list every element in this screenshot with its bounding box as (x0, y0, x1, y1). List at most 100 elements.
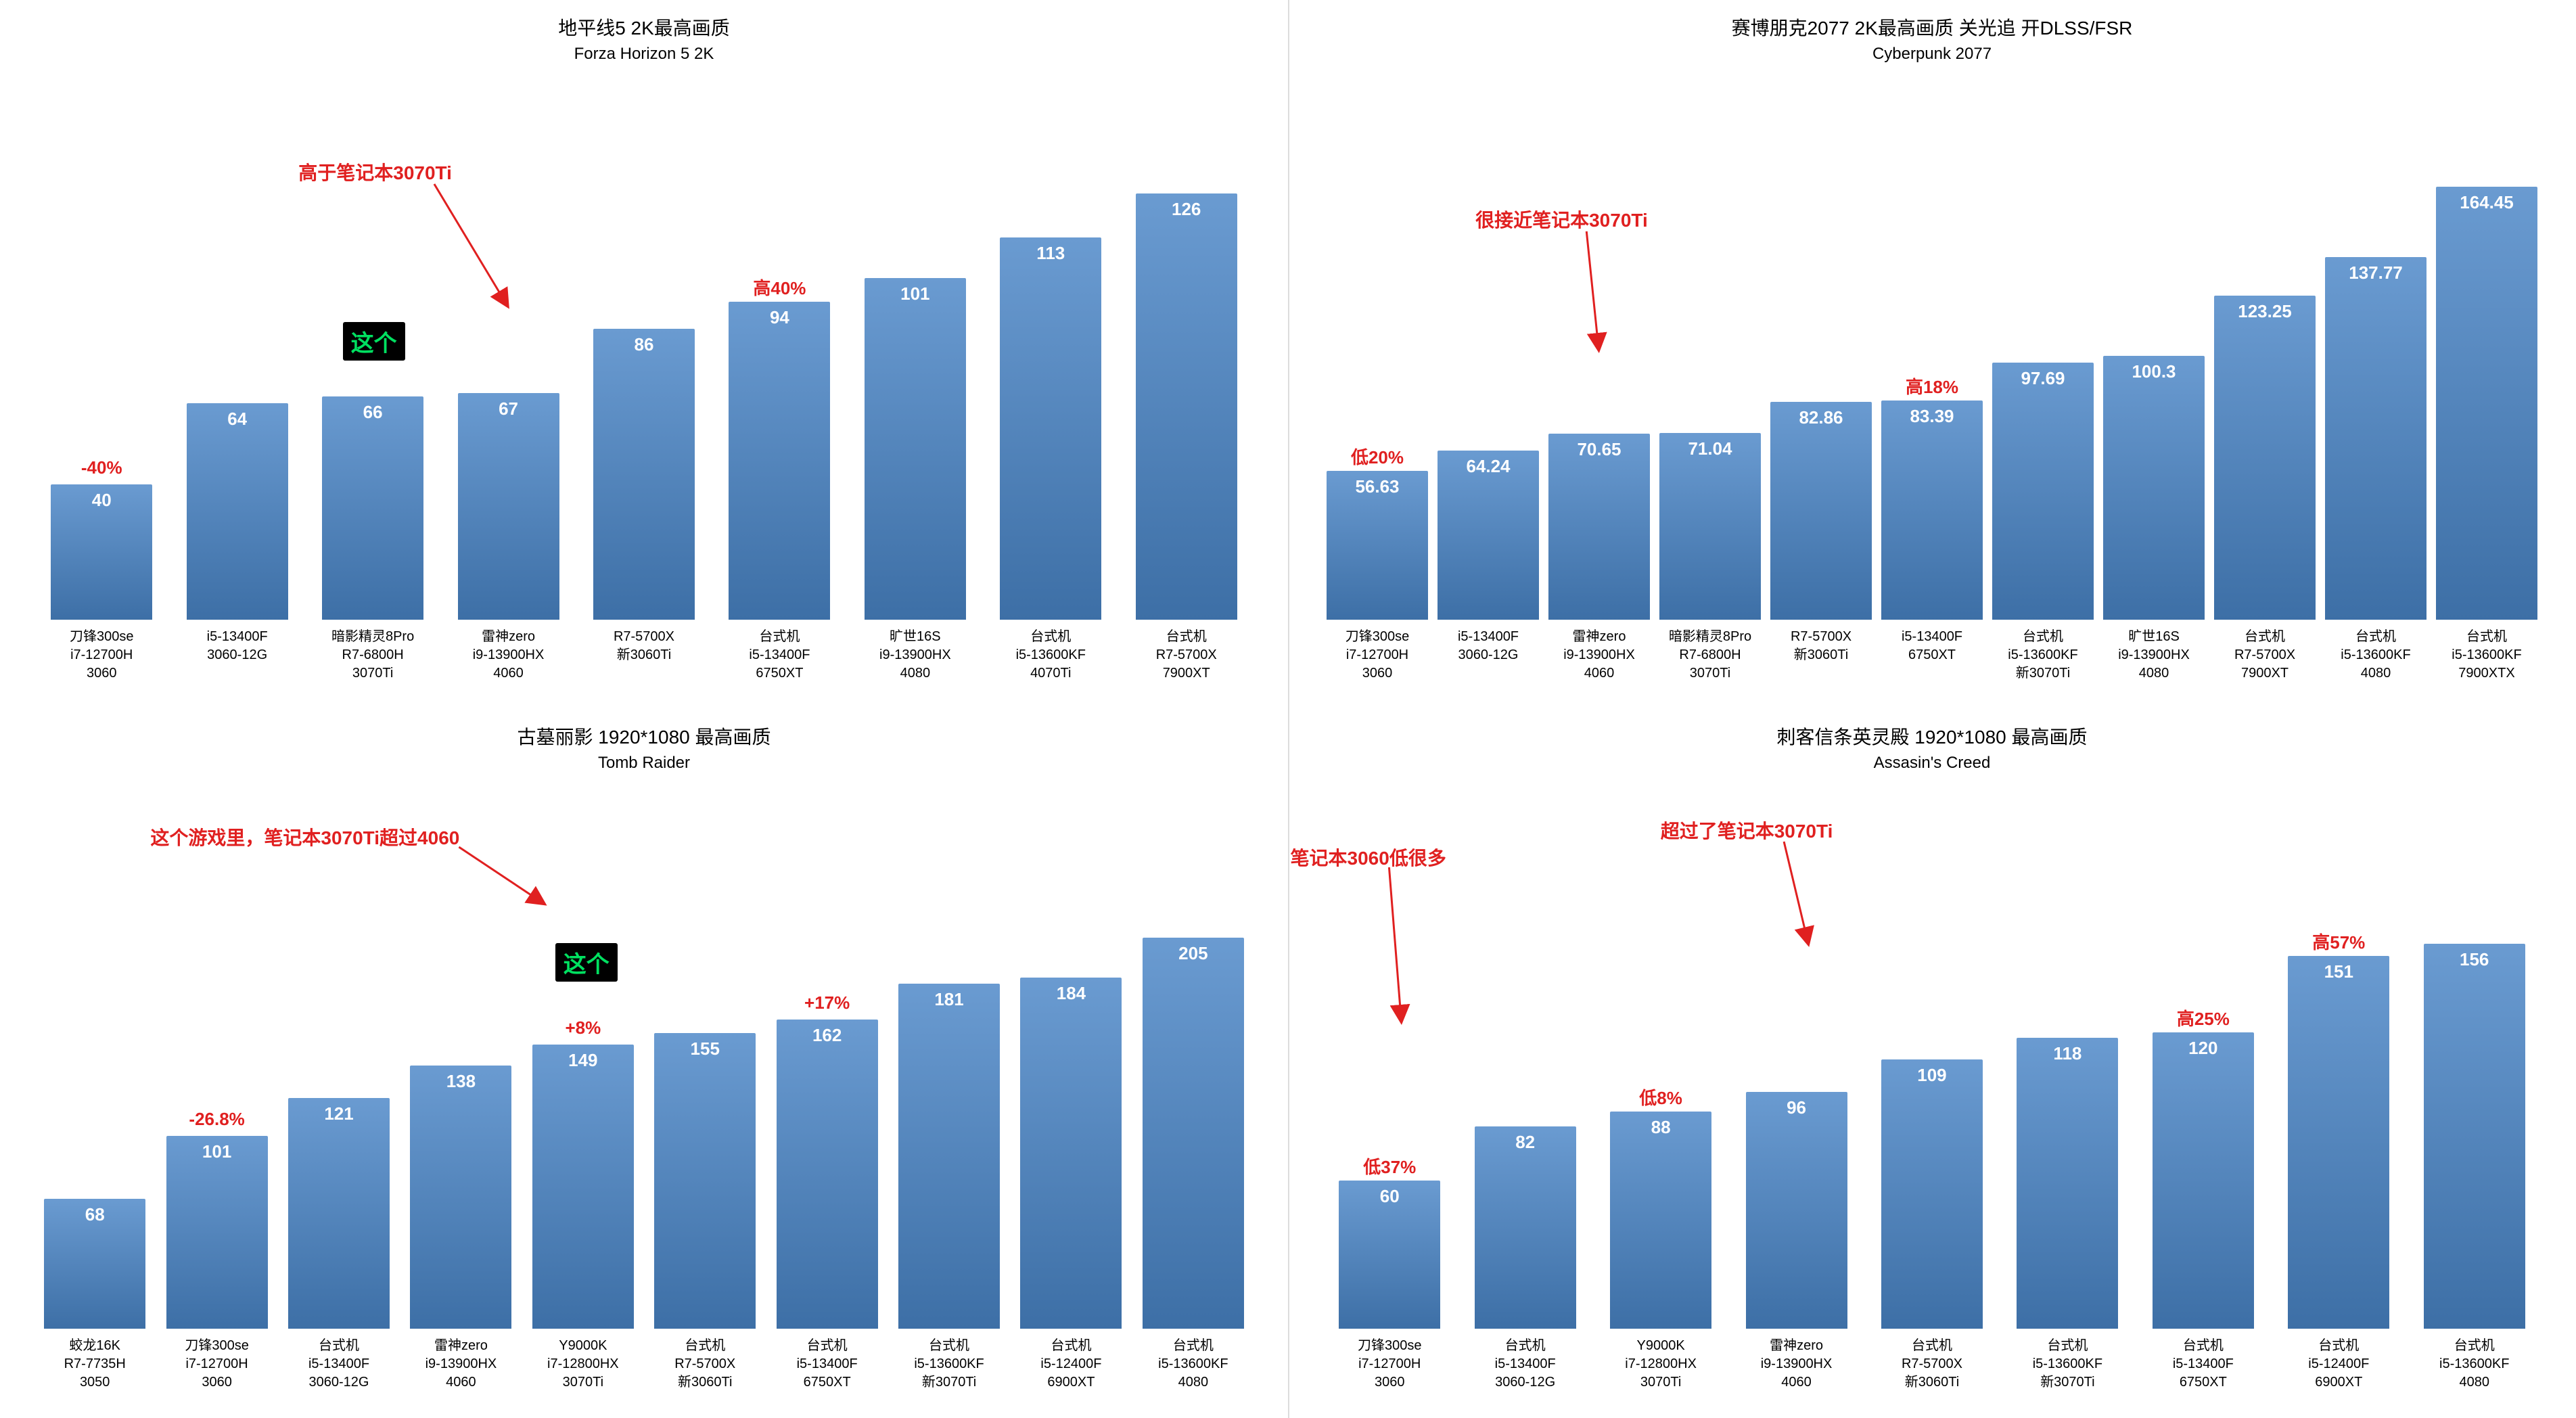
bar-label-line: i5-12400F (1040, 1355, 1101, 1373)
bar-value: 164.45 (2436, 192, 2537, 213)
bar-label-line: 蛟龙16K (64, 1337, 126, 1355)
bar-label-line: 台式机 (1902, 1337, 1962, 1355)
bar-label-line: i9-13900HX (473, 646, 545, 664)
bar-labels: 暗影精灵8ProR7-6800H3070Ti (331, 628, 414, 689)
bar-label-line: 旷世16S (879, 628, 951, 646)
bar-rect: 56.63低20% (1327, 471, 1428, 620)
panel-titles: 赛博朋克2077 2K最高画质 关光追 开DLSS/FSRCyberpunk 2… (1315, 14, 2549, 64)
bar-value: 137.77 (2325, 262, 2426, 283)
bar-group: 60低37%刀锋300sei7-12700H3060 (1325, 779, 1454, 1398)
bar-value: 120 (2153, 1038, 2254, 1059)
bar-label-line: i5-13600KF (2439, 1355, 2509, 1373)
bar-rect: 88低8% (1610, 1112, 1711, 1329)
bar-value: 118 (2017, 1043, 2118, 1064)
bar-rect: 71.04 (1659, 433, 1761, 620)
bar-label-line: 台式机 (1040, 1337, 1101, 1355)
bar-value: 155 (654, 1038, 756, 1059)
bar-labels: 台式机i5-13600KF新3070Ti (2033, 1337, 2102, 1398)
bar-labels: 台式机i5-13600KF7900XTX (2452, 628, 2521, 689)
bar-label-line: i5-13400F (1902, 628, 1962, 646)
bar-group: 83.39高18%i5-13400F6750XT (1879, 70, 1985, 689)
bar-rect: 184 (1020, 978, 1122, 1329)
bar-labels: 雷神zeroi9-13900HX4060 (1761, 1337, 1833, 1398)
bar-label-line: R7-5700X (1791, 628, 1852, 646)
bar-label-line: 雷神zero (1761, 1337, 1833, 1355)
bar-callout: 高18% (1881, 373, 1983, 398)
bar-value: 181 (898, 989, 1000, 1010)
chart-area: 40-40%刀锋300sei7-12700H306064i5-13400F306… (27, 70, 1261, 689)
bar-labels: 台式机R7-5700X7900XT (2234, 628, 2295, 689)
bar-rect: 101-26.8% (166, 1136, 268, 1329)
bar-label-line: i7-12700H (185, 1355, 249, 1373)
bar-label-line: 4060 (1761, 1373, 1833, 1392)
bar-group: 205台式机i5-13600KF4080 (1135, 779, 1251, 1398)
bar-group: 68蛟龙16KR7-7735H3050 (37, 779, 153, 1398)
bar-label-line: 雷神zero (473, 628, 545, 646)
bar-label-line: 台式机 (2452, 628, 2521, 646)
bar-labels: 暗影精灵8ProR7-6800H3070Ti (1669, 628, 1751, 689)
bar-label-line: 刀锋300se (1346, 628, 1410, 646)
bar-labels: R7-5700X新3060Ti (1791, 628, 1852, 689)
bar-rect: 155 (654, 1033, 756, 1329)
bar-labels: 台式机R7-5700X新3060Ti (1902, 1337, 1962, 1398)
bar-value: 97.69 (1992, 368, 2094, 389)
bar-labels: 台式机i5-13600KF4080 (1158, 1337, 1228, 1398)
chart-grid: 地平线5 2K最高画质Forza Horizon 5 2K40-40%刀锋300… (0, 0, 2576, 1418)
bar-label-line: 雷神zero (1563, 628, 1635, 646)
bar-value: 56.63 (1327, 476, 1428, 497)
bar-label-line: R7-6800H (1669, 646, 1751, 664)
bar-label-line: i5-13600KF (1158, 1355, 1228, 1373)
bar-value: 113 (1000, 243, 1101, 264)
bar-label-line: 3060 (70, 664, 134, 683)
bar-rect: 94高40% (729, 302, 830, 620)
bar-labels: 台式机i5-13400F6750XT (749, 628, 810, 689)
bar-label-line: 3070Ti (1669, 664, 1751, 683)
bar-label-line: i5-13400F (749, 646, 810, 664)
bar-label-line: 台式机 (2341, 628, 2410, 646)
bar-label-line: 台式机 (749, 628, 810, 646)
bar-labels: 台式机R7-5700X新3060Ti (674, 1337, 735, 1398)
bar-label-line: i5-13400F (308, 1355, 369, 1373)
bar-callout: -40% (51, 457, 152, 478)
bar-value: 162 (777, 1025, 878, 1046)
bar-rect: 82.86 (1770, 402, 1872, 620)
title-cn: 地平线5 2K最高画质 (27, 14, 1261, 41)
bar-label-line: 旷世16S (2118, 628, 2190, 646)
bar-labels: 旷世16Si9-13900HX4080 (2118, 628, 2190, 689)
panel-forza: 地平线5 2K最高画质Forza Horizon 5 2K40-40%刀锋300… (0, 0, 1288, 709)
bar-value: 101 (166, 1141, 268, 1162)
bar-label-line: 雷神zero (426, 1337, 497, 1355)
bar-label-line: i7-12700H (1358, 1355, 1422, 1373)
bar-value: 109 (1881, 1065, 1983, 1086)
bar-group: 64.24i5-13400F3060-12G (1435, 70, 1541, 689)
bar-label-line: 新3060Ti (614, 646, 674, 664)
bar-value: 82 (1475, 1132, 1576, 1153)
bars-row: 56.63低20%刀锋300sei7-12700H306064.24i5-134… (1315, 70, 2549, 689)
bar-label-line: 刀锋300se (185, 1337, 249, 1355)
bar-label-line: 台式机 (1016, 628, 1086, 646)
bar-label-line: 3070Ti (331, 664, 414, 683)
bar-rect: 181 (898, 984, 1000, 1329)
bar-value: 156 (2424, 949, 2525, 970)
bar-label-line: 新3060Ti (1791, 646, 1852, 664)
chart-area: 56.63低20%刀锋300sei7-12700H306064.24i5-134… (1315, 70, 2549, 689)
bar-label-line: 4060 (426, 1373, 497, 1392)
bar-value: 96 (1746, 1097, 1847, 1118)
bar-value: 67 (458, 398, 559, 419)
bar-labels: i5-13400F3060-12G (1458, 628, 1519, 689)
bar-group: 71.04 暗影精灵8ProR7-6800H3070Ti (1657, 70, 1763, 689)
bar-label-line: 新3070Ti (2033, 1373, 2102, 1392)
bar-group: 120高25%台式机i5-13400F6750XT (2138, 779, 2268, 1398)
bar-label-line: 台式机 (2033, 1337, 2102, 1355)
bar-label-line: R7-5700X (1902, 1355, 1962, 1373)
bar-callout: +17% (777, 992, 878, 1013)
bar-label-line: 6750XT (2173, 1373, 2234, 1392)
bar-label-line: 4060 (1563, 664, 1635, 683)
bar-label-line: i5-13600KF (1016, 646, 1086, 664)
bar-callout: 高40% (729, 275, 830, 300)
bar-label-line: i5-13600KF (914, 1355, 984, 1373)
bar-rect: 113 (1000, 237, 1101, 620)
bar-rect: 138 (410, 1066, 511, 1329)
bar-label-line: 7900XT (2234, 664, 2295, 683)
bar-group: 67雷神zeroi9-13900HX4060 (443, 70, 573, 689)
